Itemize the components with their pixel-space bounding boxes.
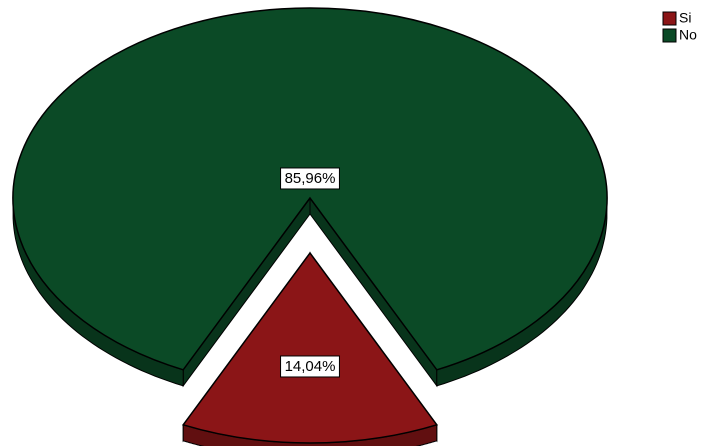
slice: [181, 251, 439, 444]
value-label: 85,96%: [285, 170, 336, 187]
value-label-box: [280, 355, 340, 378]
value-label-box: [280, 167, 340, 190]
value-label: 14,04%: [285, 358, 336, 375]
legend-label: Si: [679, 10, 691, 26]
legend-swatch: [662, 28, 677, 43]
legend-swatch: [662, 11, 677, 26]
legend-label: No: [679, 27, 697, 43]
